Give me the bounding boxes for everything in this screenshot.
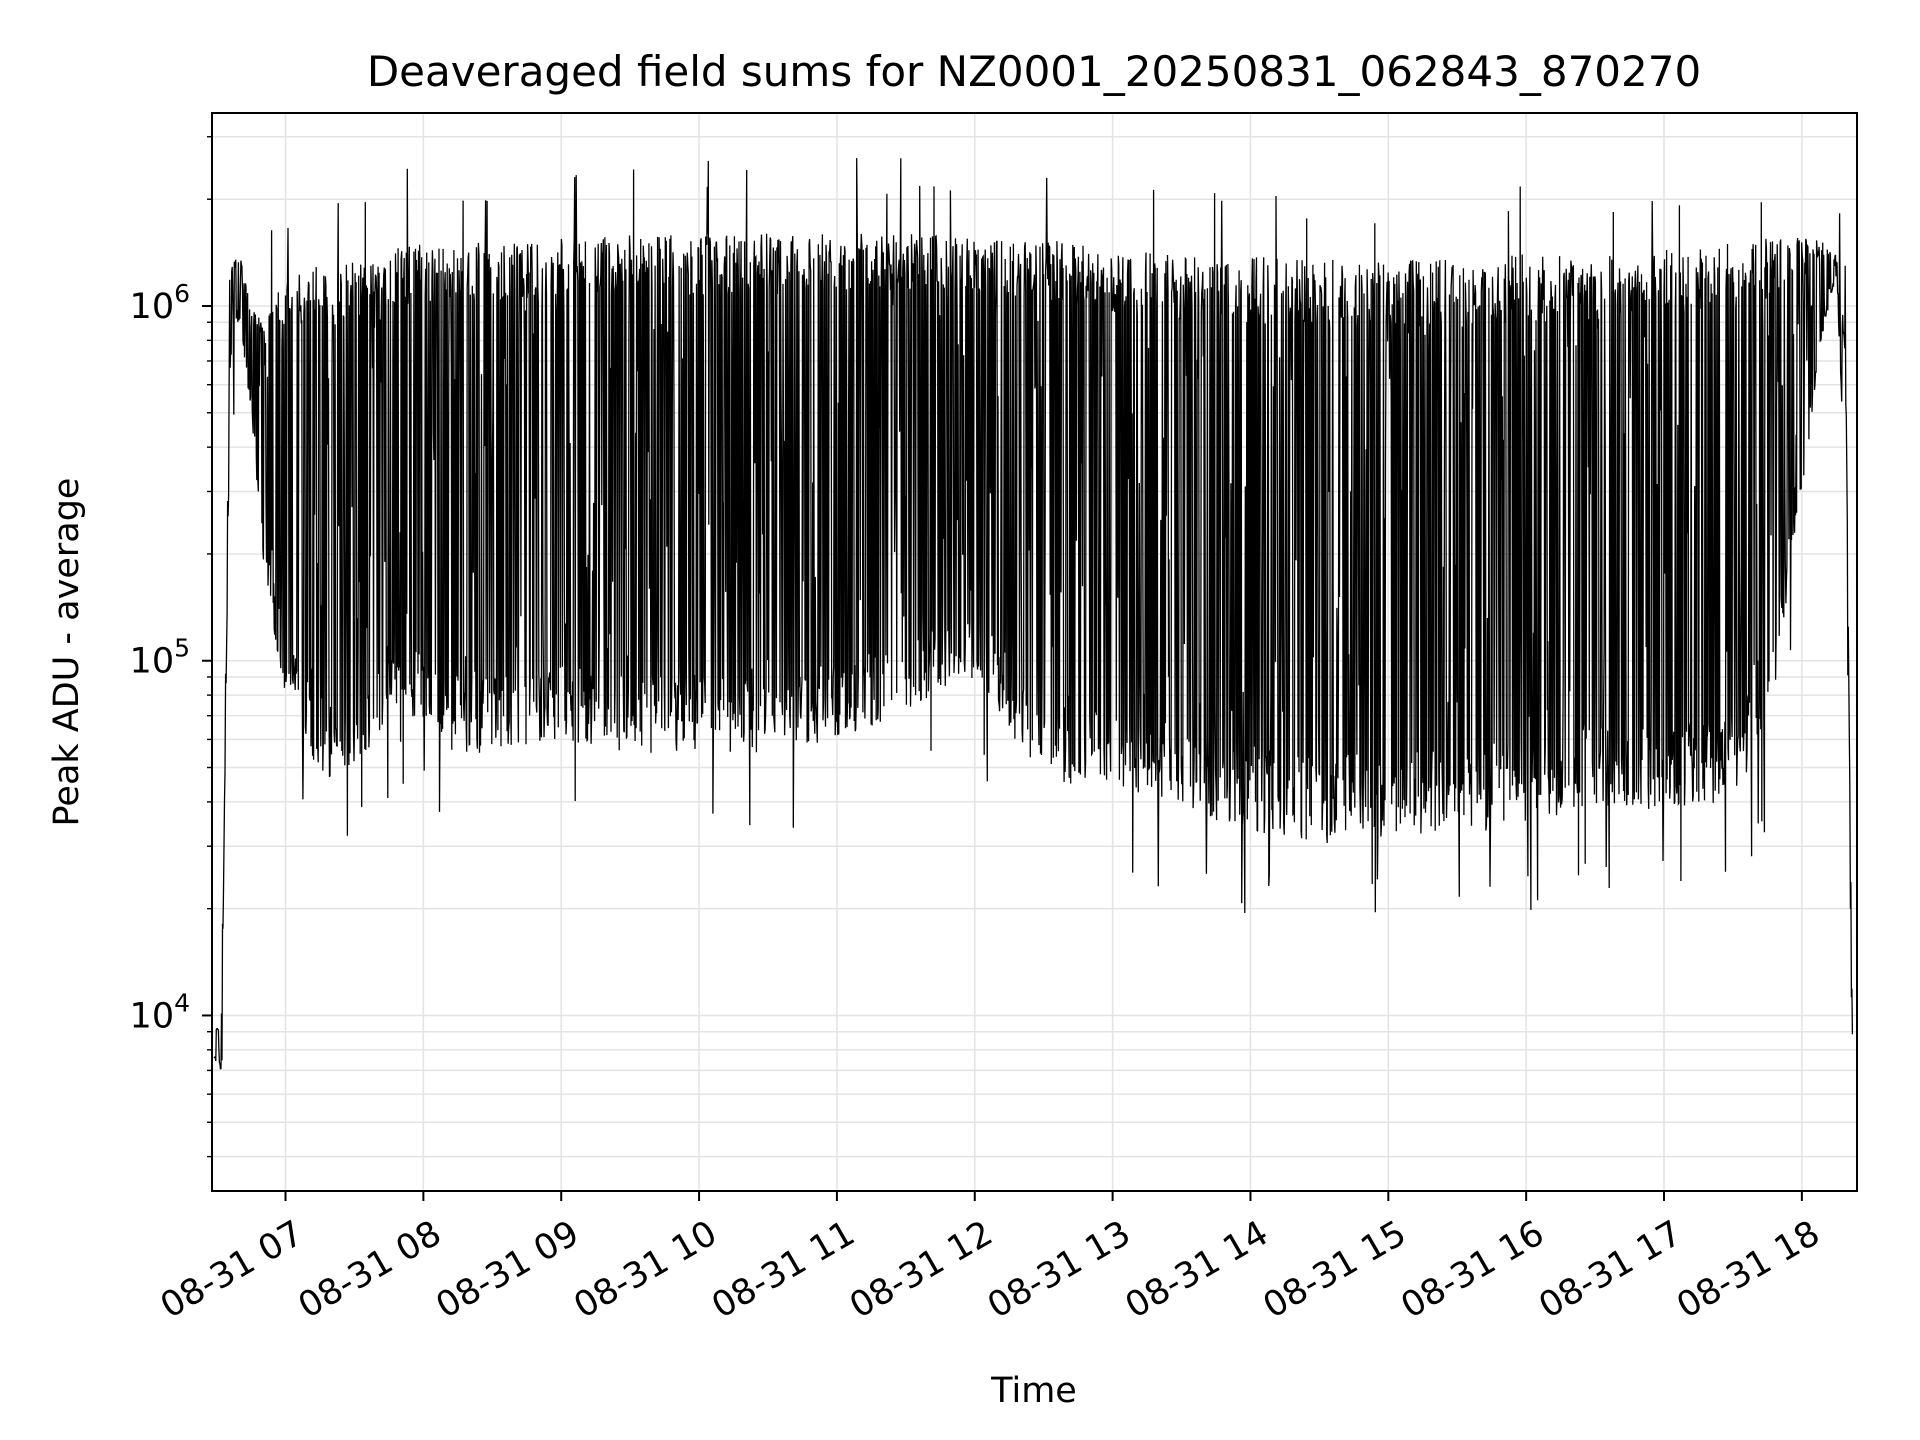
y-tick-label: 106 xyxy=(130,279,190,327)
y-tick-label: 104 xyxy=(130,988,190,1036)
y-tick-label: 105 xyxy=(130,634,190,682)
plot-frame xyxy=(211,112,1858,1192)
plot-area xyxy=(213,158,1854,1070)
chart-title: Deaveraged field sums for NZ0001_2025083… xyxy=(367,47,1701,96)
series-line xyxy=(213,158,1854,1070)
y-axis-label: Peak ADU - average xyxy=(47,478,87,827)
y-axis: 104 105 106 xyxy=(130,136,212,1158)
x-axis-label: Time xyxy=(990,1371,1077,1411)
